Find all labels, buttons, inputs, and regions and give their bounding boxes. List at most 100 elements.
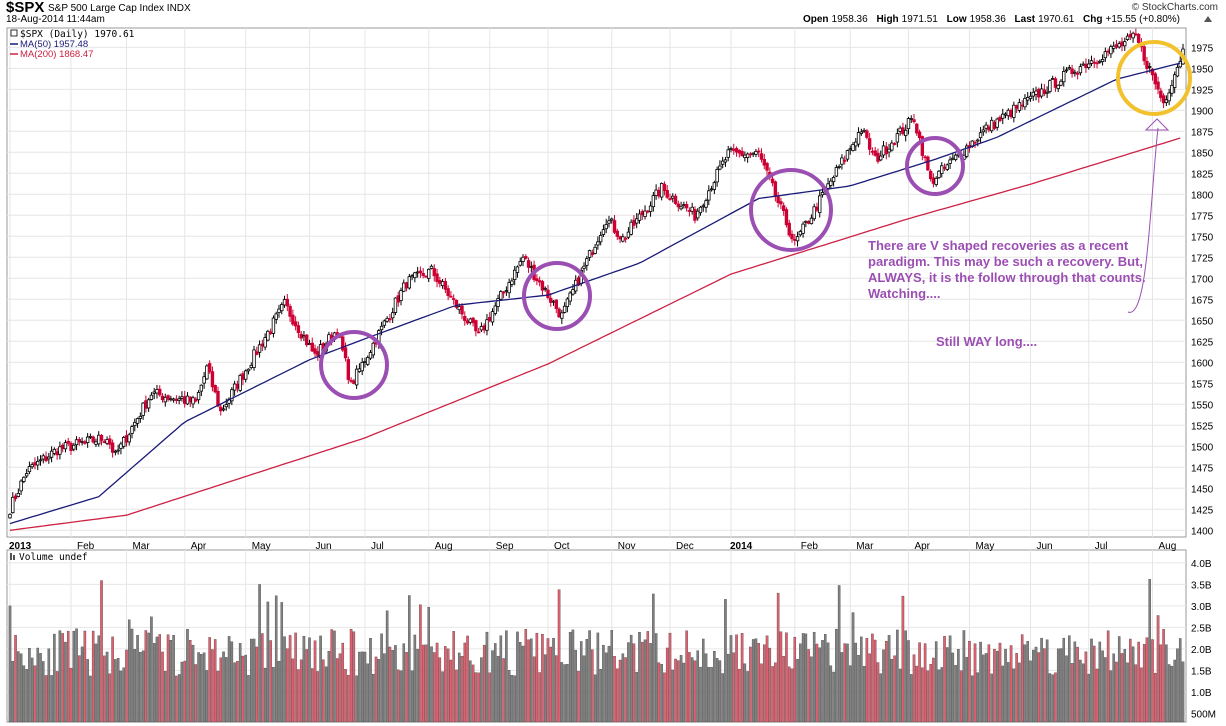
volume-bar <box>91 630 95 723</box>
candle-body <box>285 298 290 307</box>
candle-body <box>252 349 256 368</box>
volume-bar <box>66 630 70 723</box>
candle-body <box>493 305 497 314</box>
candle-body <box>829 180 833 186</box>
volume-bar <box>363 651 367 723</box>
volume-bar <box>225 657 228 723</box>
volume-bar <box>272 667 275 723</box>
volume-bar <box>1137 641 1140 723</box>
volume-bar <box>155 636 159 723</box>
candle-body <box>923 156 927 159</box>
candle-body <box>363 361 367 363</box>
volume-bar <box>1145 637 1149 723</box>
volume-bar <box>144 630 148 723</box>
volume-bar <box>205 670 209 723</box>
candle-body <box>690 206 694 212</box>
volume-bar <box>1048 673 1052 723</box>
candle-body <box>518 261 522 266</box>
volume-bar <box>751 639 755 723</box>
candle-body <box>1136 33 1141 43</box>
volume-bar <box>1068 635 1071 723</box>
candle-body <box>1148 66 1152 68</box>
chg-label: Chg <box>1083 14 1103 25</box>
candle-body <box>684 204 689 209</box>
volume-bar <box>757 642 760 723</box>
volume-bar <box>347 675 350 723</box>
candle-body <box>909 118 913 120</box>
volume-bar <box>810 656 813 723</box>
volume-bar <box>602 644 605 723</box>
candle-body <box>476 331 481 334</box>
candle-body <box>415 271 420 274</box>
candle-body <box>482 325 486 331</box>
volume-bar <box>17 651 20 723</box>
volume-bar <box>1090 638 1093 723</box>
candle-body <box>704 200 708 208</box>
volume-bar <box>1081 663 1085 723</box>
candle-body <box>812 206 816 220</box>
candle-body <box>732 148 736 151</box>
volume-bar <box>474 672 478 723</box>
candle-body <box>951 157 955 160</box>
candle-body <box>712 182 717 190</box>
volume-bar <box>965 656 968 723</box>
volume-bar <box>391 650 394 723</box>
candle-body <box>1134 33 1138 36</box>
candle-body <box>257 344 262 353</box>
volume-bar <box>546 638 550 723</box>
candle-body <box>352 380 356 384</box>
candle-body <box>1131 32 1135 39</box>
candle-body <box>776 196 780 203</box>
volume-bar <box>1167 664 1171 723</box>
volume-bar <box>832 671 835 723</box>
volume-bar <box>360 651 364 723</box>
volume-bar <box>1007 662 1010 723</box>
volume-bar <box>1162 629 1165 723</box>
candle-body <box>141 402 145 416</box>
candle-body <box>1120 41 1124 47</box>
candle-body <box>543 287 547 290</box>
candle-body <box>757 150 761 153</box>
candle-body <box>77 439 82 443</box>
legend-ma200: MA(200) 1868.47 <box>20 49 93 60</box>
volume-bar <box>790 668 794 723</box>
candle-body <box>72 444 76 450</box>
candle-body <box>612 220 617 233</box>
last-value: 1970.61 <box>1038 14 1075 25</box>
brand-label[interactable]: © StockCharts.com <box>1131 2 1218 13</box>
volume-bar <box>524 629 528 723</box>
candle-body <box>113 450 118 453</box>
candle-body <box>765 162 769 171</box>
volume-bar <box>962 630 966 723</box>
volume-bar <box>857 654 860 723</box>
volume-bar <box>621 653 625 723</box>
volume-bar <box>130 628 134 723</box>
candle-body <box>1109 46 1113 55</box>
volume-bar <box>227 636 231 723</box>
candle-body <box>1006 109 1010 117</box>
candle-body <box>299 333 303 339</box>
candle-body <box>277 308 281 313</box>
volume-bar <box>635 671 638 723</box>
candle-body <box>804 220 808 223</box>
volume-bar <box>1098 641 1102 723</box>
candle-body <box>865 130 869 138</box>
candle-body <box>1164 99 1169 104</box>
candle-body <box>751 152 755 155</box>
volume-bar <box>704 653 708 723</box>
candle-body <box>1087 63 1091 68</box>
volume-bar <box>837 585 841 723</box>
volume-bar <box>521 645 525 723</box>
candle-body <box>1067 67 1072 70</box>
volume-bar <box>305 649 308 723</box>
volume-bar <box>430 646 433 723</box>
y-tick-label: 1975 <box>1191 43 1214 54</box>
volume-bar <box>912 654 916 723</box>
volume-bar <box>197 652 200 723</box>
candle-body <box>903 129 908 137</box>
candle-body <box>1098 60 1102 63</box>
volume-bar <box>136 635 139 723</box>
candle-body <box>718 165 722 170</box>
y-tick-label: 1575 <box>1191 379 1214 390</box>
volume-bar <box>211 649 214 723</box>
